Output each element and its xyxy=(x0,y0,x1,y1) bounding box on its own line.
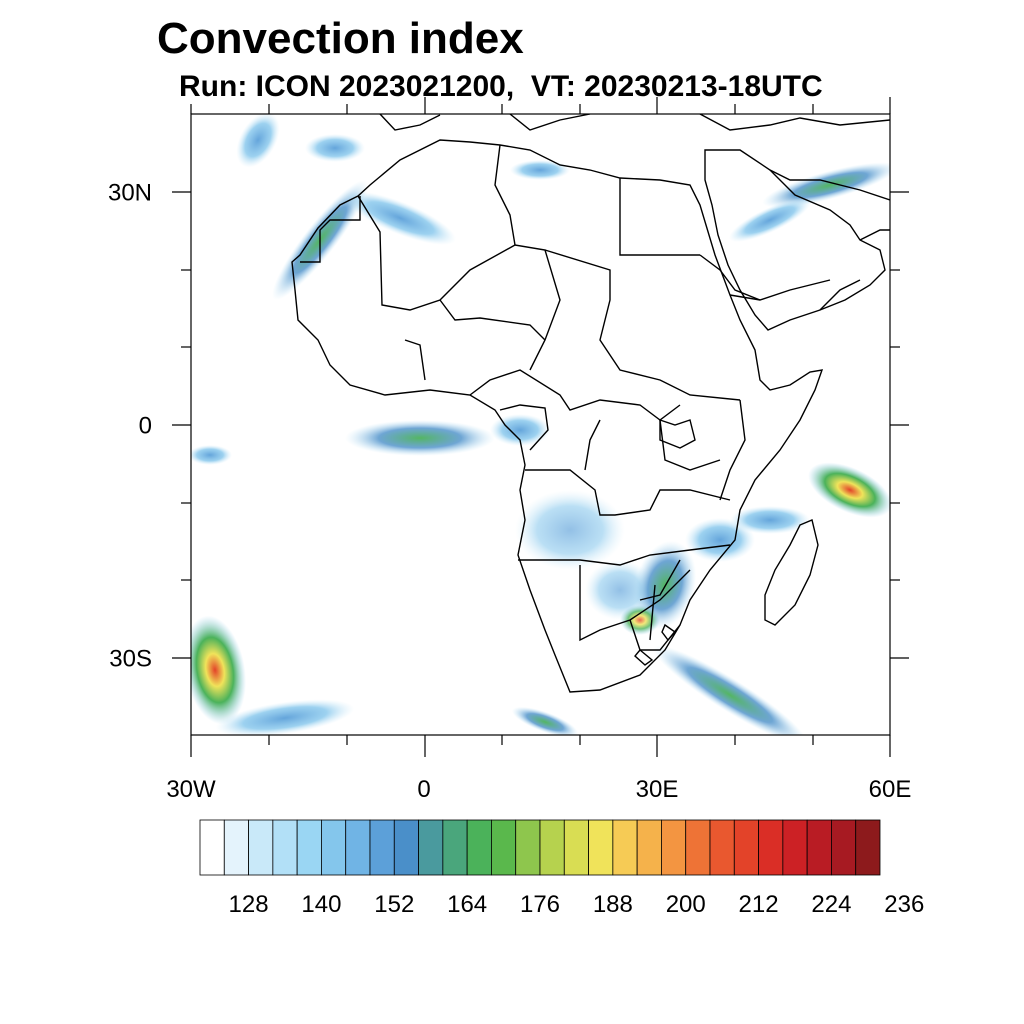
colorbar-swatch xyxy=(782,819,808,876)
x-tick-label: 30E xyxy=(636,776,679,803)
colorbar-swatch xyxy=(272,819,298,876)
colorbar-swatch xyxy=(418,819,444,876)
colorbar-label: 128 xyxy=(229,891,269,918)
colorbar-swatch xyxy=(612,819,638,876)
colorbar-swatch xyxy=(661,819,687,876)
colorbar-swatch xyxy=(296,819,322,876)
colorbar-swatch xyxy=(393,819,419,876)
map-frame xyxy=(172,97,909,757)
colorbar-swatch xyxy=(369,819,395,876)
colorbar-label: 236 xyxy=(884,891,924,918)
colorbar-swatch xyxy=(539,819,565,876)
colorbar-label: 200 xyxy=(666,891,706,918)
axis-tick-labels: 30W 0 30E 60E 30N 0 30S xyxy=(108,180,911,803)
colorbar-label: 152 xyxy=(374,891,414,918)
colorbar-swatch xyxy=(442,819,468,876)
colorbar-swatch xyxy=(733,819,759,876)
colorbar-label: 140 xyxy=(301,891,341,918)
colorbar-swatch xyxy=(806,819,832,876)
colorbar-swatch xyxy=(515,819,541,876)
colorbar-swatch xyxy=(223,819,249,876)
colorbar-swatch xyxy=(563,819,589,876)
y-tick-label: 0 xyxy=(139,413,152,440)
coastlines xyxy=(291,114,890,693)
x-tick-label: 30W xyxy=(166,776,216,803)
colorbar-swatch xyxy=(758,819,784,876)
colorbar: 128 140 152 164 176 188 200 212 224 236 xyxy=(199,819,924,918)
colorbar-label: 164 xyxy=(447,891,487,918)
colorbar-swatch xyxy=(491,819,517,876)
y-tick-label: 30S xyxy=(109,645,152,672)
colorbar-swatch xyxy=(248,819,274,876)
colorbar-label: 212 xyxy=(739,891,779,918)
map-subtitle: Run: ICON 2023021200, VT: 20230213-18UTC xyxy=(179,70,823,103)
colorbar-swatch xyxy=(831,819,857,876)
x-tick-label: 0 xyxy=(417,776,430,803)
colorbar-label: 224 xyxy=(811,891,851,918)
colorbar-swatch xyxy=(709,819,735,876)
x-tick-label: 60E xyxy=(869,776,912,803)
colorbar-swatch xyxy=(321,819,347,876)
colorbar-swatch xyxy=(636,819,662,876)
colorbar-swatch xyxy=(199,819,225,876)
colorbar-swatch xyxy=(855,819,881,876)
colorbar-swatch xyxy=(588,819,614,876)
colorbar-label: 188 xyxy=(593,891,633,918)
colorbar-swatch xyxy=(345,819,371,876)
map-title: Convection index xyxy=(157,14,524,63)
colorbar-swatch xyxy=(466,819,492,876)
colorbar-label: 176 xyxy=(520,891,560,918)
y-tick-label: 30N xyxy=(108,180,152,207)
colorbar-swatch xyxy=(685,819,711,876)
